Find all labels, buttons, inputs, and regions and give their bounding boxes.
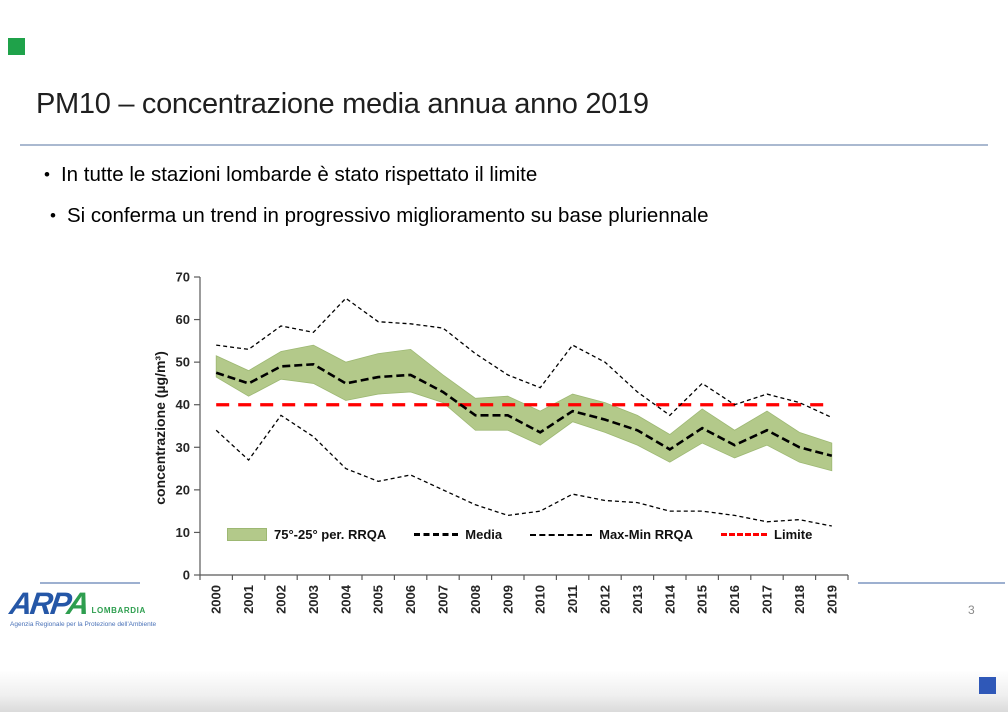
page-title: PM10 – concentrazione media annua anno 2… [36,88,649,120]
chart-canvas: 0 10 20 30 40 50 60 70 2000 2001 2002 2003 2004 2005 2… [176,270,849,614]
y-axis-title: concentrazione (µg/m³) [152,351,168,505]
footer-divider-left [40,582,140,584]
y-tick-label: 60 [176,312,190,327]
legend-item-percentile-band: 75°-25° per. RRQA [227,527,386,542]
y-tick-label: 40 [176,397,190,412]
y-tick-label: 0 [183,568,190,583]
x-tick-label: 2001 [241,585,256,614]
x-tick-label: 2011 [565,585,580,613]
title-divider [20,144,988,146]
legend-label: Limite [774,527,813,542]
max-line [216,297,833,419]
bottom-shadow [0,670,1008,712]
bullet-text: In tutte le stazioni lombarde è stato ri… [60,163,538,186]
y-tick-label: 20 [176,482,190,497]
legend-label: Media [465,527,503,542]
arpa-wordmark: ARPA [7,586,91,621]
footer-divider-right [858,582,1005,584]
y-tick-label: 50 [176,355,190,370]
x-tick-label: 2015 [695,585,710,614]
logo-tagline: Agenzia Regionale per la Protezione dell… [10,621,157,628]
legend-item-maxmin: Max-Min RRQA [530,527,693,542]
x-tick-label: 2009 [500,585,515,614]
page-number: 3 [968,603,975,617]
media-line [215,362,833,458]
limite-dash-icon [721,533,768,536]
media-dash-icon [414,533,459,536]
legend-item-media: Media [414,527,502,542]
x-tick-label: 2019 [824,585,839,614]
y-tick-label: 30 [176,440,190,455]
x-tick-label: 2008 [468,585,483,614]
x-tick-label: 2007 [436,585,451,614]
bullet-text: Si conferma un trend in progressivo migl… [66,204,709,227]
band-swatch-icon [227,528,267,541]
pm10-trend-chart: 0 10 20 30 40 50 60 70 2000 2001 2002 2003 2004 2005 2… [150,262,860,642]
x-tick-label: 2002 [274,585,289,614]
bullet-icon: • [44,165,50,184]
x-tick-label: 2004 [338,584,353,614]
bullet-icon: • [50,206,56,225]
x-tick-label: 2005 [371,585,386,614]
percentile-band [215,344,833,472]
x-tick-label: 2012 [598,585,613,614]
x-tick-label: 2010 [533,585,548,614]
x-tick-label: 2013 [630,585,645,614]
x-tick-label: 2016 [727,585,742,614]
maxmin-dash-icon [530,533,593,536]
x-tick-label: 2003 [306,585,321,614]
x-tick-label: 2014 [662,584,677,614]
arpa-lombardia-logo: ARPA LOMBARDIA Agenzia Regionale per la … [7,586,180,628]
green-marker-square [8,38,25,55]
min-line [215,414,832,527]
legend-label: Max-Min RRQA [599,527,694,542]
x-tick-label: 2006 [403,585,418,614]
blue-marker-square [979,677,996,694]
x-tick-label: 2018 [792,585,807,614]
legend-label: 75°-25° per. RRQA [274,527,387,542]
chart-legend: 75°-25° per. RRQA Media Max-Min RRQA Lim… [227,527,812,542]
bullet-item: • Si conferma un trend in progressivo mi… [50,203,709,229]
y-tick-label: 10 [176,525,190,540]
logo-region-label: LOMBARDIA [91,606,146,615]
x-tick-label: 2000 [209,585,224,614]
x-tick-label: 2017 [760,585,775,614]
y-tick-label: 70 [176,270,190,285]
legend-item-limite: Limite [721,527,812,542]
bullet-item: • In tutte le stazioni lombarde è stato … [44,162,537,188]
